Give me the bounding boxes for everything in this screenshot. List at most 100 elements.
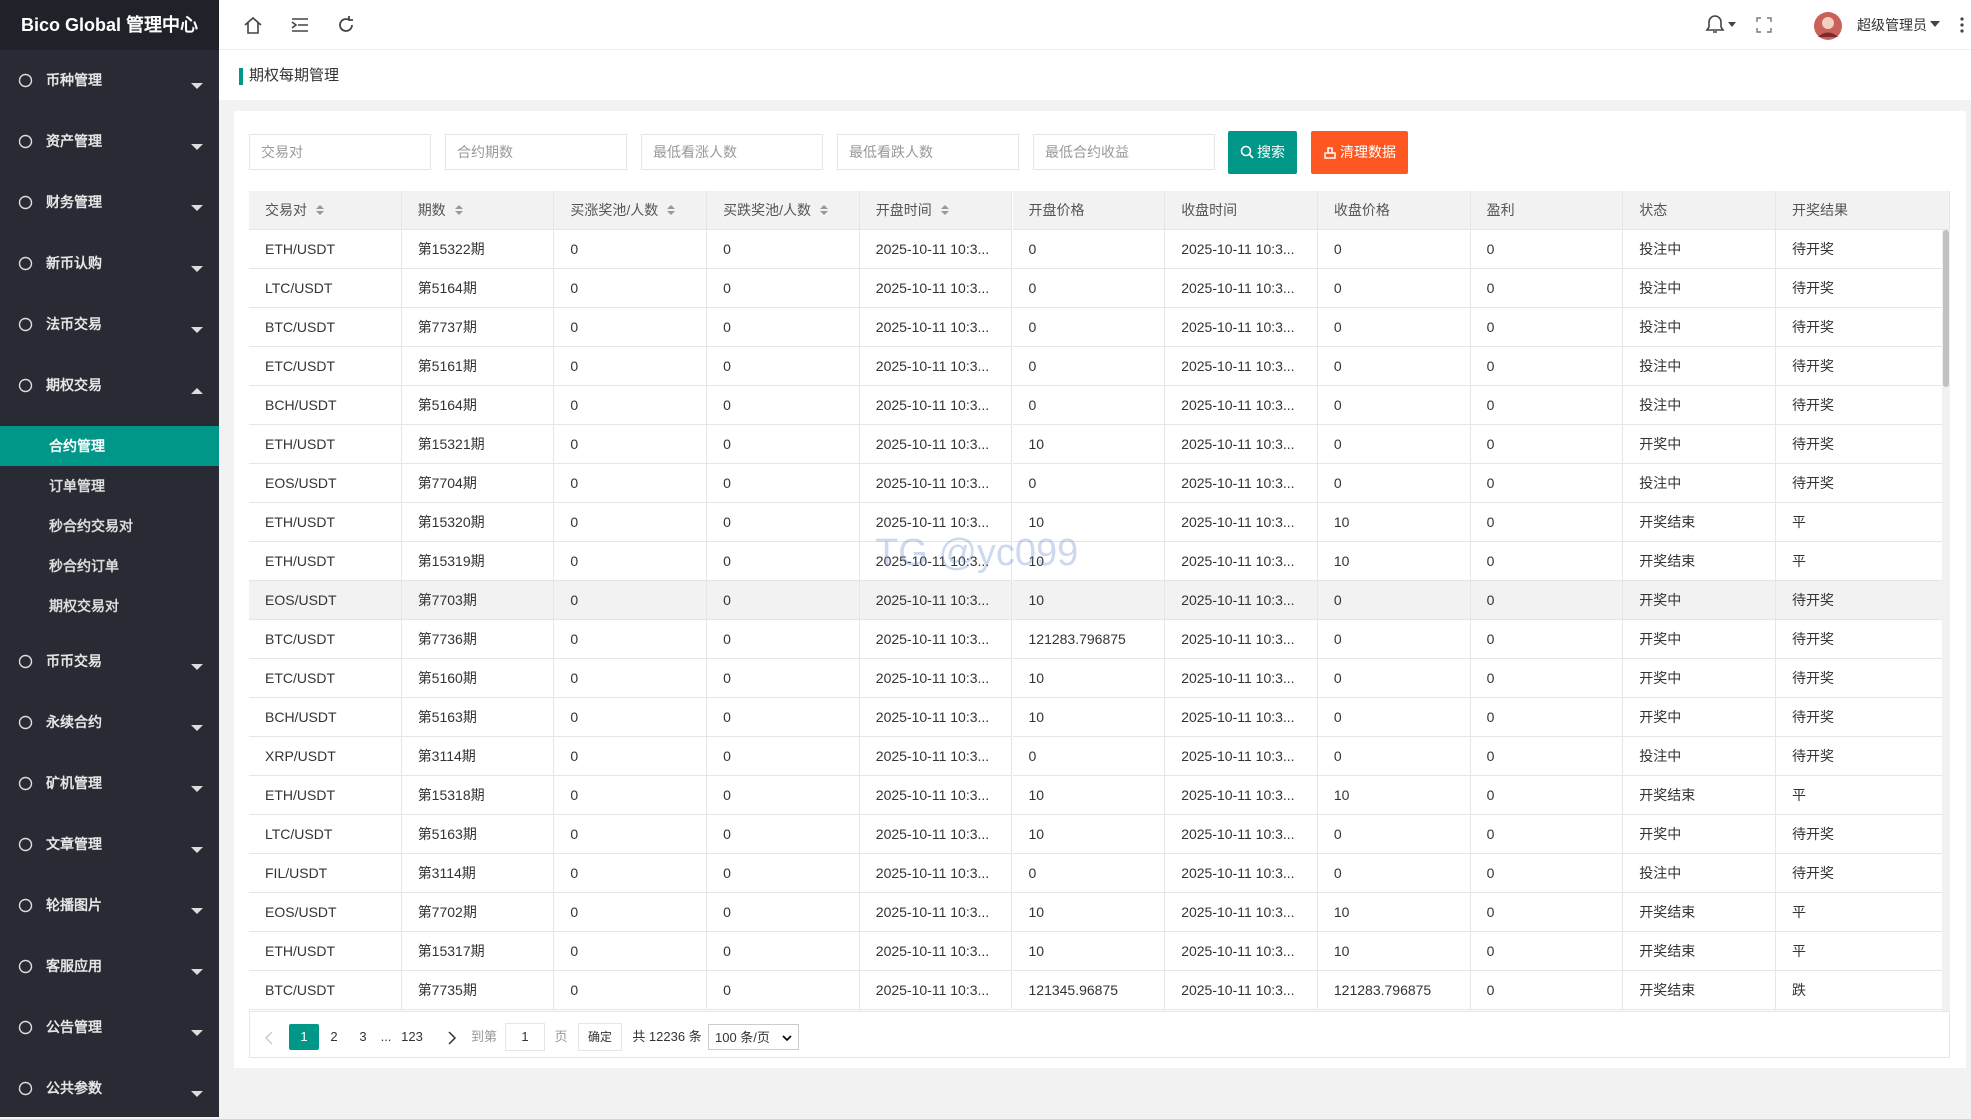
table-cell: 0 <box>1470 542 1624 581</box>
table-row[interactable]: EOS/USDT 第7703期 0 0 2025-10-11 10:3... 10 2025… <box>249 581 1950 620</box>
search-input[interactable]: 最低看跌人数 <box>837 134 1019 170</box>
table-cell: 0 <box>707 542 860 581</box>
table-cell: 2025-10-11 10:3... <box>859 464 1013 503</box>
submenu-item[interactable]: 秒合约订单 <box>49 558 119 574</box>
table-cell: 0 <box>1317 308 1471 347</box>
sort-icon[interactable] <box>932 202 950 218</box>
table-row[interactable]: BTC/USDT 第7736期 0 0 2025-10-11 10:3... 121283… <box>249 620 1950 659</box>
search-button[interactable]: 搜索 <box>1228 131 1297 174</box>
menu-item[interactable]: 客服应用 <box>46 958 102 974</box>
search-input[interactable]: 最低看涨人数 <box>641 134 823 170</box>
menu-icon <box>18 898 33 913</box>
page-number[interactable]: 123 <box>401 1029 423 1044</box>
table-row[interactable]: ETH/USDT 第15321期 0 0 2025-10-11 10:3... 10 202… <box>249 425 1950 464</box>
column-header[interactable]: 买涨奖池/人数 <box>554 191 708 230</box>
table-cell: 0 <box>1470 308 1624 347</box>
page-number[interactable]: 3 <box>359 1029 367 1044</box>
table-row[interactable]: ETH/USDT 第15322期 0 0 2025-10-11 10:3... 0 2025… <box>249 230 1950 269</box>
sort-icon[interactable] <box>658 202 676 218</box>
menu-item[interactable]: 矿机管理 <box>46 775 102 791</box>
page-number[interactable]: 2 <box>330 1029 338 1044</box>
avatar[interactable] <box>1813 11 1843 41</box>
table-cell: 2025-10-11 10:3... <box>859 737 1013 776</box>
sort-icon[interactable] <box>811 202 829 218</box>
menu-item[interactable]: 文章管理 <box>46 836 102 852</box>
page-size-label: 100 条/页 <box>715 1030 770 1045</box>
table-row[interactable]: LTC/USDT 第5164期 0 0 2025-10-11 10:3... 0 2025-… <box>249 269 1950 308</box>
page-size-select[interactable]: 100 条/页 <box>708 1024 799 1050</box>
menu-item[interactable]: 财务管理 <box>46 194 102 210</box>
user-caret[interactable] <box>1930 21 1940 29</box>
fullscreen-icon[interactable] <box>1756 17 1772 33</box>
menu-item[interactable]: 轮播图片 <box>46 897 102 913</box>
table-cell: 平 <box>1776 932 1950 971</box>
column-header[interactable]: 买跌奖池/人数 <box>707 191 860 230</box>
table-cell: 2025-10-11 10:3... <box>859 230 1013 269</box>
submenu-item[interactable]: 合约管理 <box>0 426 219 466</box>
page-number[interactable]: 1 <box>289 1024 319 1050</box>
table-cell: 0 <box>1012 854 1166 893</box>
goto-input[interactable]: 1 <box>505 1023 545 1051</box>
table-row[interactable]: LTC/USDT 第5163期 0 0 2025-10-11 10:3... 10 2025… <box>249 815 1950 854</box>
search-input[interactable]: 合约期数 <box>445 134 627 170</box>
watermark: TG @yc099 <box>875 532 1079 574</box>
sort-icon[interactable] <box>307 202 325 218</box>
menu-caret <box>191 719 203 731</box>
scrollbar-thumb[interactable] <box>1943 230 1949 387</box>
menu-item[interactable]: 新币认购 <box>46 255 102 271</box>
table-cell: 0 <box>1470 269 1624 308</box>
table-cell: 2025-10-11 10:3... <box>1165 386 1318 425</box>
menu-item[interactable]: 资产管理 <box>46 133 102 149</box>
menu-item[interactable]: 法币交易 <box>46 316 102 332</box>
notification-icon[interactable] <box>1704 13 1738 35</box>
sort-icon[interactable] <box>446 202 464 218</box>
clear-button[interactable]: 清理数据 <box>1311 131 1408 174</box>
menu-item[interactable]: 公告管理 <box>46 1019 102 1035</box>
logo[interactable]: Bico Global 管理中心 <box>0 0 219 50</box>
menu-item[interactable]: 公共参数 <box>46 1080 102 1096</box>
table-row[interactable]: ETH/USDT 第15318期 0 0 2025-10-11 10:3... 10 202… <box>249 776 1950 815</box>
search-input[interactable]: 最低合约收益 <box>1033 134 1215 170</box>
more-icon[interactable] <box>1960 16 1964 34</box>
submenu-item[interactable]: 秒合约交易对 <box>49 518 133 534</box>
table-row[interactable]: EOS/USDT 第7702期 0 0 2025-10-11 10:3... 10 2025… <box>249 893 1950 932</box>
column-header[interactable]: 期数 <box>401 191 555 230</box>
submenu-item[interactable]: 期权交易对 <box>49 598 119 614</box>
table-row[interactable]: FIL/USDT 第3114期 0 0 2025-10-11 10:3... 0 2025-… <box>249 854 1950 893</box>
menu-item[interactable]: 币种管理 <box>46 72 102 88</box>
table-row[interactable]: ETH/USDT 第15319期 0 0 2025-10-11 10:3... 10 202… <box>249 542 1950 581</box>
table-cell: 0 <box>1317 581 1471 620</box>
table-row[interactable]: EOS/USDT 第7704期 0 0 2025-10-11 10:3... 0 2025-… <box>249 464 1950 503</box>
table-cell: 2025-10-11 10:3... <box>859 269 1013 308</box>
user-name[interactable]: 超级管理员 <box>1857 17 1927 33</box>
table-row[interactable]: BCH/USDT 第5163期 0 0 2025-10-11 10:3... 10 2025… <box>249 698 1950 737</box>
table-row[interactable]: BTC/USDT 第7737期 0 0 2025-10-11 10:3... 0 2025-… <box>249 308 1950 347</box>
table-row[interactable]: ETH/USDT 第15317期 0 0 2025-10-11 10:3... 10 202… <box>249 932 1950 971</box>
menu-icon <box>18 73 33 88</box>
menu-item[interactable]: 币币交易 <box>46 653 102 669</box>
table-row[interactable]: BTC/USDT 第7735期 0 0 2025-10-11 10:3... 121345… <box>249 971 1950 1010</box>
table-row[interactable]: ETC/USDT 第5160期 0 0 2025-10-11 10:3... 10 2025… <box>249 659 1950 698</box>
confirm-button[interactable]: 确定 <box>578 1023 622 1051</box>
top-bar: 超级管理员 <box>219 0 1971 50</box>
column-header[interactable]: 交易对 <box>249 191 402 230</box>
table-cell: 0 <box>1317 425 1471 464</box>
menu-item[interactable]: 期权交易 <box>46 377 102 393</box>
table-row[interactable]: BCH/USDT 第5164期 0 0 2025-10-11 10:3... 0 2025-… <box>249 386 1950 425</box>
table-cell: 投注中 <box>1623 386 1776 425</box>
table-row[interactable]: ETC/USDT 第5161期 0 0 2025-10-11 10:3... 0 2025-… <box>249 347 1950 386</box>
table-cell: 2025-10-11 10:3... <box>859 893 1013 932</box>
menu-item[interactable]: 永续合约 <box>46 714 102 730</box>
search-input[interactable]: 交易对 <box>249 134 431 170</box>
column-header[interactable]: 开盘时间 <box>859 191 1013 230</box>
table-row[interactable]: XRP/USDT 第3114期 0 0 2025-10-11 10:3... 0 2025-… <box>249 737 1950 776</box>
collapse-icon[interactable] <box>290 16 310 34</box>
table-row[interactable]: ETH/USDT 第15320期 0 0 2025-10-11 10:3... 10 202… <box>249 503 1950 542</box>
refresh-icon[interactable] <box>336 15 356 35</box>
table-cell: 2025-10-11 10:3... <box>1165 854 1318 893</box>
table-cell: LTC/USDT <box>249 815 402 854</box>
table-cell: 121345.96875 <box>1012 971 1166 1010</box>
table-cell: 开奖中 <box>1623 659 1776 698</box>
submenu-item[interactable]: 订单管理 <box>49 478 105 494</box>
home-icon[interactable] <box>243 15 263 35</box>
